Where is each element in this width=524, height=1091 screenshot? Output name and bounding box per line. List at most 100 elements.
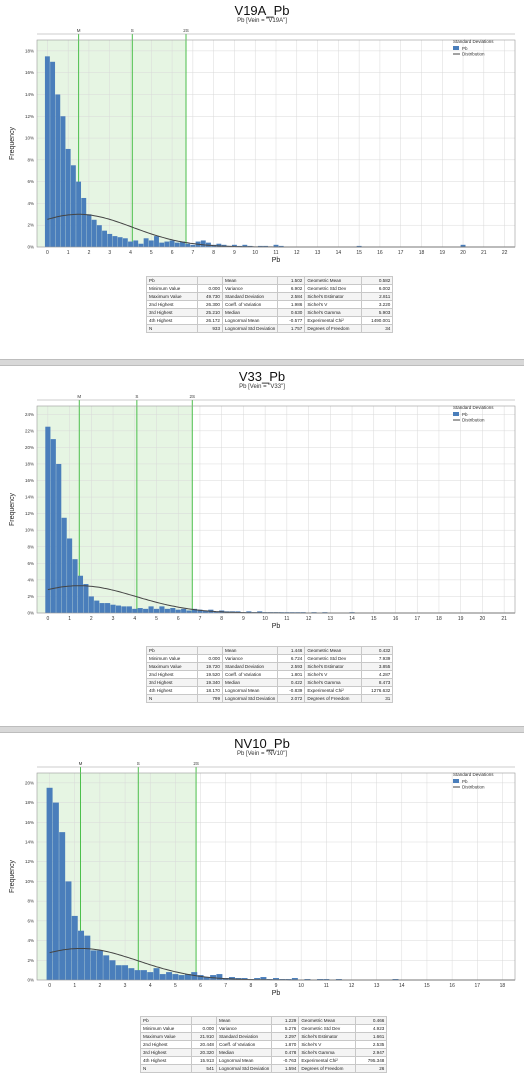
histogram-bar [242, 244, 248, 247]
stats-cell: Standard Deviation [221, 662, 279, 671]
stats-row: N 541 Lognormal Std Deviation 1.594 Degrees … [140, 1064, 388, 1073]
stats-cell: 5.903 [361, 308, 394, 317]
x-tick-label: 14 [336, 250, 342, 256]
stats-cell: 1.446 [277, 646, 306, 655]
stats-cell: 4.287 [361, 670, 394, 679]
legend-heading: Standard Deviations [453, 772, 494, 777]
stats-cell: 1.594 [271, 1064, 300, 1073]
x-tick-label: 10 [298, 983, 304, 989]
histogram-bar [254, 978, 261, 980]
stats-cell: Sichel's V [304, 670, 363, 679]
stats-cell: Sichel's V [304, 300, 363, 309]
stats-cell [197, 646, 223, 655]
histogram-bar [184, 974, 191, 980]
histogram-bar [102, 230, 107, 247]
stats-cell: Sichel's V [298, 1040, 357, 1049]
panel-separator [0, 359, 524, 366]
histogram-bar [78, 930, 85, 980]
stats-cell: 8.473 [361, 678, 394, 687]
stats-cell: 31 [361, 694, 394, 703]
x-tick-label: 0 [46, 616, 49, 622]
x-tick-label: 5 [150, 250, 153, 256]
plot-frame [36, 39, 516, 248]
histogram-bar [128, 241, 133, 247]
y-axis-label: Frequency [9, 492, 16, 526]
stats-cell: 1.757 [277, 324, 306, 333]
x-tick-label: 9 [242, 616, 245, 622]
histogram-bar [202, 610, 208, 613]
stats-row: Maximum Value 21.910 Standard Deviation 2.2… [140, 1032, 388, 1041]
x-tick-label: 11 [273, 250, 278, 256]
chart-panel-3: NV10_Pb Pb [Vein = "NV10"] 0% 2% 4% 6% 8% 10%… [0, 733, 524, 1091]
y-tick-label: 2% [27, 958, 34, 963]
stats-cell: 6.724 [277, 654, 306, 663]
x-tick-label: 8 [212, 250, 215, 256]
histogram-bar [86, 214, 92, 247]
histogram-bar [56, 463, 62, 613]
stats-row: N 933 Lognormal Std Deviation 1.757 Degrees … [146, 324, 394, 333]
stats-cell: Sichel's Estimator [304, 662, 363, 671]
y-tick-label: 16% [25, 478, 34, 483]
histogram-bar [191, 608, 198, 613]
histogram-bar [273, 978, 279, 980]
x-tick-label: 17 [414, 616, 420, 622]
histogram-bar [169, 240, 175, 247]
histogram-bar [216, 243, 222, 247]
histogram-bar [94, 600, 100, 613]
stats-cell: 3rd Highest [146, 308, 198, 317]
stats-cell: 34 [361, 324, 394, 333]
sd-label: S [137, 761, 140, 766]
stats-cell: 2.072 [277, 694, 306, 703]
stats-cell: 1.986 [277, 300, 306, 309]
histogram-bar [356, 245, 362, 247]
stats-cell: 19.520 [197, 670, 223, 679]
x-axis-label: Pb [272, 257, 281, 264]
histogram-bar [178, 975, 185, 980]
histogram-bar [81, 197, 87, 247]
histogram-bar [153, 608, 160, 613]
histogram-bar [203, 977, 210, 980]
legend-bar-swatch [453, 412, 459, 416]
x-tick-label: 6 [171, 250, 174, 256]
x-tick-label: 15 [356, 250, 362, 256]
y-tick-label: 0% [27, 978, 34, 983]
stats-cell: -0.763 [271, 1056, 300, 1065]
x-tick-label: 3 [108, 250, 111, 256]
stats-cell: 1.502 [277, 276, 306, 285]
stats-cell: Geometric Mean [304, 646, 363, 655]
stats-cell: Experimental Chi² [304, 316, 363, 325]
stats-row: Maximum Value 49.730 Standard Deviation 2.5… [146, 292, 394, 301]
histogram-bar [132, 608, 138, 613]
histogram-bar [257, 611, 263, 613]
x-tick-label: 20 [460, 250, 466, 256]
x-tick-label: 1 [68, 616, 71, 622]
histogram-bar [115, 605, 122, 613]
panel-separator [0, 726, 524, 733]
stats-cell: 1276.632 [361, 686, 394, 695]
stats-cell: 20.320 [191, 1048, 217, 1057]
stats-row: Pb Mean 1.502 Geometric Mean 0.582 [146, 276, 394, 285]
stats-cell: Pb [146, 276, 198, 285]
histogram-bar [164, 241, 170, 247]
stats-cell: 15.913 [191, 1056, 217, 1065]
x-axis-label: Pb [272, 990, 281, 997]
chart-title: V33_Pb [238, 369, 286, 384]
stats-cell: Experimental Chi² [298, 1056, 357, 1065]
x-tick-label: 11 [284, 616, 289, 622]
stats-cell: Median [215, 1048, 273, 1057]
histogram-bar [70, 165, 76, 247]
histogram-bar [166, 972, 173, 980]
stats-cell: Coeff. of Variation [221, 300, 279, 309]
x-tick-label: 0 [46, 250, 49, 256]
stats-row: Minimum Value 0.000 Variance 6.724 Geometric… [146, 654, 394, 663]
legend-heading: Standard Deviations [453, 39, 494, 44]
statistics-table: Pb Mean 1.446 Geometric Mean 0.432 Minimum Va… [146, 646, 394, 703]
stats-cell: 0.432 [361, 646, 394, 655]
histogram-bar [96, 225, 102, 247]
histogram-bar [105, 603, 111, 613]
stats-row: N 799 Lognormal Std Deviation 2.072 Degrees … [146, 694, 394, 703]
stats-cell: 0.000 [197, 284, 223, 293]
stats-row: Pb Mean 1.229 Geometric Mean 0.466 [140, 1016, 388, 1025]
stats-cell: 1.801 [277, 670, 306, 679]
y-tick-label: 16% [25, 820, 34, 825]
